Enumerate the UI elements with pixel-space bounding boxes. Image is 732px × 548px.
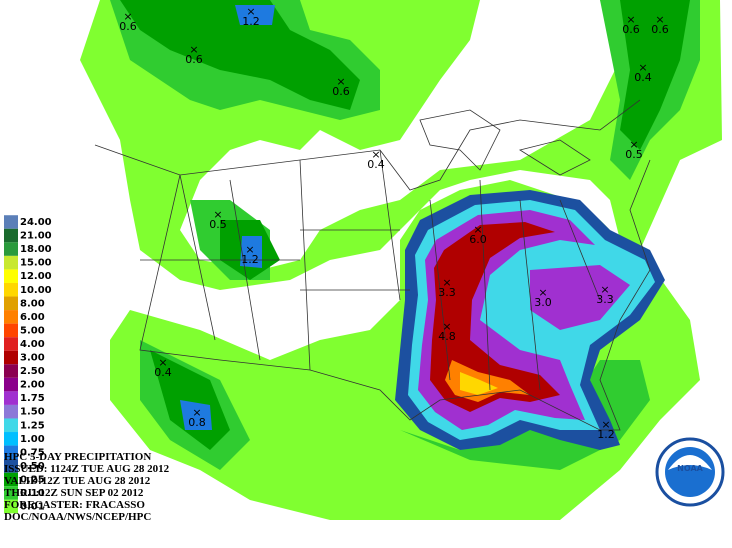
- legend-swatch: [4, 377, 18, 392]
- legend-swatch: [4, 459, 18, 473]
- info-thru: THRU:12Z SUN SEP 02 2012: [4, 487, 144, 499]
- x-marker: ×: [336, 75, 345, 88]
- x-marker: ×: [473, 223, 482, 236]
- legend-label: 0.50: [20, 461, 45, 472]
- legend-label: 10.00: [20, 285, 52, 296]
- legend-swatch: [4, 215, 18, 229]
- legend-swatch: [4, 486, 18, 500]
- x-marker: ×: [629, 138, 638, 151]
- x-marker: ×: [600, 283, 609, 296]
- point-label: 0.4: [634, 71, 652, 84]
- legend-swatch: [4, 391, 18, 405]
- x-marker: ×: [123, 10, 132, 23]
- point-label: 0.6: [622, 23, 640, 36]
- legend-swatch: [4, 445, 18, 460]
- point-label: 0.5: [209, 218, 227, 231]
- legend-swatch: [4, 282, 18, 297]
- legend-label: 1.75: [20, 393, 45, 404]
- legend-label: 1.50: [20, 407, 45, 418]
- x-marker: ×: [192, 406, 201, 419]
- logo-text: NOAA: [677, 464, 703, 473]
- point-label: 0.6: [651, 23, 669, 36]
- legend-label: 0.25: [20, 474, 45, 485]
- legend-swatch: [4, 242, 18, 256]
- point-labels: ×1.2×0.6×0.6×0.6×0.6×0.6×0.4×0.4×0.5×0.5…: [119, 5, 669, 441]
- logo-disc: [665, 447, 715, 497]
- legend-swatch: [4, 228, 18, 243]
- point-label: 3.0: [534, 296, 552, 309]
- info-issued: ISSUED: 1124Z TUE AUG 28 2012: [4, 463, 170, 475]
- point-label: 0.4: [154, 366, 172, 379]
- point-label: 0.8: [188, 416, 206, 429]
- info-forecaster: FORECASTER: FRACASSO: [4, 499, 145, 511]
- point-label: 4.8: [438, 330, 456, 343]
- point-label: 0.4: [367, 158, 385, 171]
- x-marker: ×: [601, 418, 610, 431]
- info-source: DOC/NOAA/NWS/NCEP/HPC: [4, 511, 151, 523]
- legend-swatch: [4, 364, 18, 378]
- legend-label: 5.00: [20, 325, 45, 336]
- x-marker: ×: [655, 13, 664, 26]
- point-label: 3.3: [596, 293, 614, 306]
- x-marker: ×: [626, 13, 635, 26]
- legend-label: 18.00: [20, 244, 52, 255]
- legend-swatch: [4, 323, 18, 338]
- point-label: 0.6: [185, 53, 203, 66]
- x-marker: ×: [245, 243, 254, 256]
- x-marker: ×: [189, 43, 198, 56]
- legend-swatch: [4, 255, 18, 270]
- x-marker: ×: [538, 286, 547, 299]
- legend-swatch: [4, 432, 18, 446]
- legend-swatch: [4, 404, 18, 419]
- info-valid: VALID:12Z TUE AUG 28 2012: [4, 475, 151, 487]
- point-label: 1.2: [597, 428, 615, 441]
- legend-label: 4.00: [20, 339, 45, 350]
- legend-label: 3.00: [20, 353, 45, 364]
- legend-label: 12.00: [20, 271, 52, 282]
- legend-label: 8.00: [20, 298, 45, 309]
- x-marker: ×: [158, 356, 167, 369]
- legend-swatch: [4, 418, 18, 433]
- x-marker: ×: [371, 148, 380, 161]
- boundaries: [94, 99, 651, 431]
- legend-swatch: [4, 472, 18, 487]
- legend-label: 2.50: [20, 366, 45, 377]
- legend-swatch: [4, 296, 18, 311]
- point-label: 0.6: [119, 20, 137, 33]
- legend-label: 15.00: [20, 258, 52, 269]
- x-marker: ×: [442, 320, 451, 333]
- precip-shading: [80, 0, 722, 520]
- x-marker: ×: [442, 276, 451, 289]
- point-label: 1.2: [241, 253, 259, 266]
- point-label: 1.2: [242, 15, 260, 28]
- legend-label: 0.75: [20, 447, 45, 458]
- legend-swatch: [4, 310, 18, 324]
- noaa-logo: NOAA: [655, 437, 725, 507]
- x-marker: ×: [246, 5, 255, 18]
- info-block: HPC 5-DAY PRECIPITATION ISSUED: 1124Z TU…: [4, 451, 170, 523]
- legend-label: 1.25: [20, 420, 45, 431]
- point-label: 0.5: [625, 148, 643, 161]
- point-label: 0.6: [332, 85, 350, 98]
- legend-label: 6.00: [20, 312, 45, 323]
- legend-label: 0.10: [20, 488, 45, 499]
- point-label: 6.0: [469, 233, 487, 246]
- legend-swatch: [4, 337, 18, 351]
- legend-label: 1.00: [20, 434, 45, 445]
- legend-swatch: [4, 350, 18, 365]
- legend-label: 21.00: [20, 231, 52, 242]
- legend-label: 0.01: [20, 502, 45, 513]
- x-marker: ×: [213, 208, 222, 221]
- info-title: HPC 5-DAY PRECIPITATION: [4, 451, 151, 463]
- x-marker: ×: [638, 61, 647, 74]
- legend-label: 2.00: [20, 380, 45, 391]
- legend-swatch: [4, 499, 18, 514]
- point-label: 3.3: [438, 286, 456, 299]
- legend-label: 24.00: [20, 217, 52, 228]
- legend-swatch: [4, 269, 18, 283]
- logo-bird: [668, 455, 712, 470]
- legend: 24.00 21.00 18.00 15.00 12.00 10.00 8.00 6.00 5.…: [4, 215, 52, 514]
